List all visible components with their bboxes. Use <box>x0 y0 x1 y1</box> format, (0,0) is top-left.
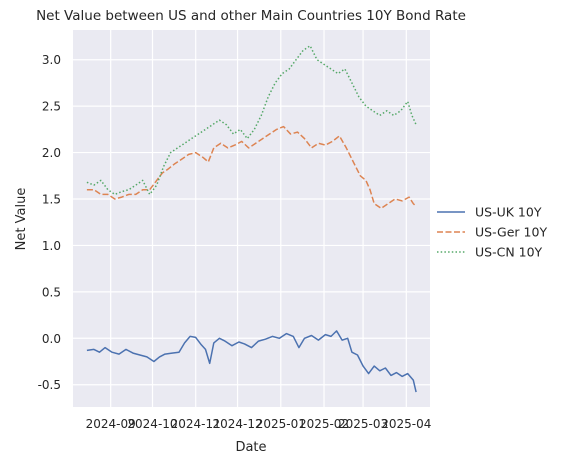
chart-title: Net Value between US and other Main Coun… <box>36 8 466 24</box>
legend-label-0: US-UK 10Y <box>475 205 542 220</box>
plot-area <box>73 30 430 407</box>
y-tick-label: 3.0 <box>42 53 61 67</box>
y-tick-label: 0.0 <box>42 332 61 346</box>
y-tick-label: 0.5 <box>42 285 61 299</box>
y-tick-label: 2.0 <box>42 146 61 160</box>
legend-label-2: US-CN 10Y <box>475 245 543 260</box>
y-tick-label: 1.5 <box>42 193 61 207</box>
x-tick-labels: 2024-092024-102024-112024-122025-012025-… <box>86 417 432 431</box>
y-tick-labels: -0.5 0.0 0.5 1.0 1.5 2.0 2.5 3.0 <box>38 53 61 392</box>
x-axis-title: Date <box>235 440 266 455</box>
y-axis-title: Net Value <box>14 188 29 251</box>
x-tick-label: 2025-04 <box>381 417 431 431</box>
legend-label-1: US-Ger 10Y <box>475 225 547 240</box>
x-tick-label: 2025-02 <box>299 417 349 431</box>
x-tick-label: 2024-09 <box>86 417 136 431</box>
y-tick-label: 2.5 <box>42 100 61 114</box>
series-line-2 <box>86 45 417 196</box>
x-tick-label: 2025-01 <box>256 417 306 431</box>
x-tick-label: 2024-12 <box>212 417 262 431</box>
legend: US-UK 10Y US-Ger 10Y US-CN 10Y <box>437 205 547 260</box>
grid-lines <box>73 30 430 407</box>
y-tick-label: -0.5 <box>38 378 61 392</box>
x-tick-label: 2024-11 <box>171 417 221 431</box>
x-tick-label: 2025-03 <box>338 417 388 431</box>
series-line-0 <box>86 330 417 393</box>
series-line-1 <box>86 125 417 210</box>
x-tick-label: 2024-10 <box>127 417 177 431</box>
series-lines <box>86 45 417 393</box>
y-tick-label: 1.0 <box>42 239 61 253</box>
